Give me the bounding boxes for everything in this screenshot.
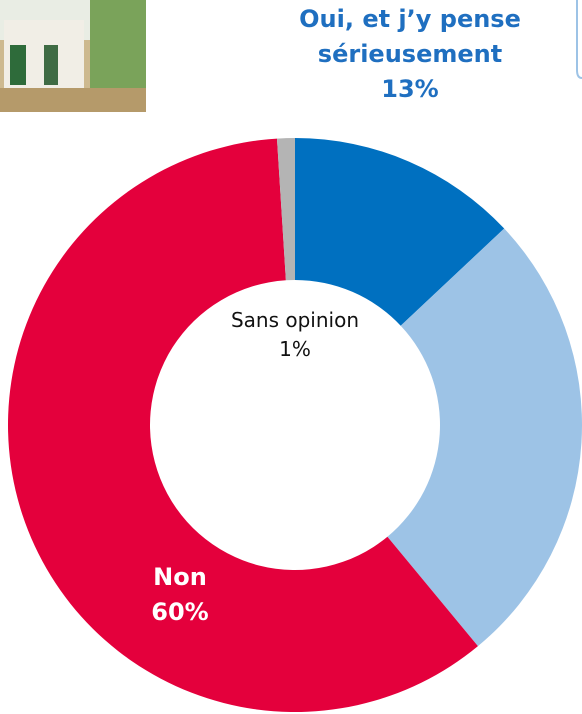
callout-box [577, 0, 582, 78]
value-label: 13% [290, 72, 530, 107]
page: Oui, et j’y pense sérieusement13% Non60% S… [0, 0, 582, 714]
category-label: Non [110, 560, 250, 595]
category-label: Sans opinion [195, 306, 395, 335]
value-label: 1% [195, 335, 395, 364]
category-label: Oui, et j’y pense sérieusement [290, 2, 530, 72]
value-label: 60% [110, 595, 250, 630]
photo [0, 0, 146, 112]
